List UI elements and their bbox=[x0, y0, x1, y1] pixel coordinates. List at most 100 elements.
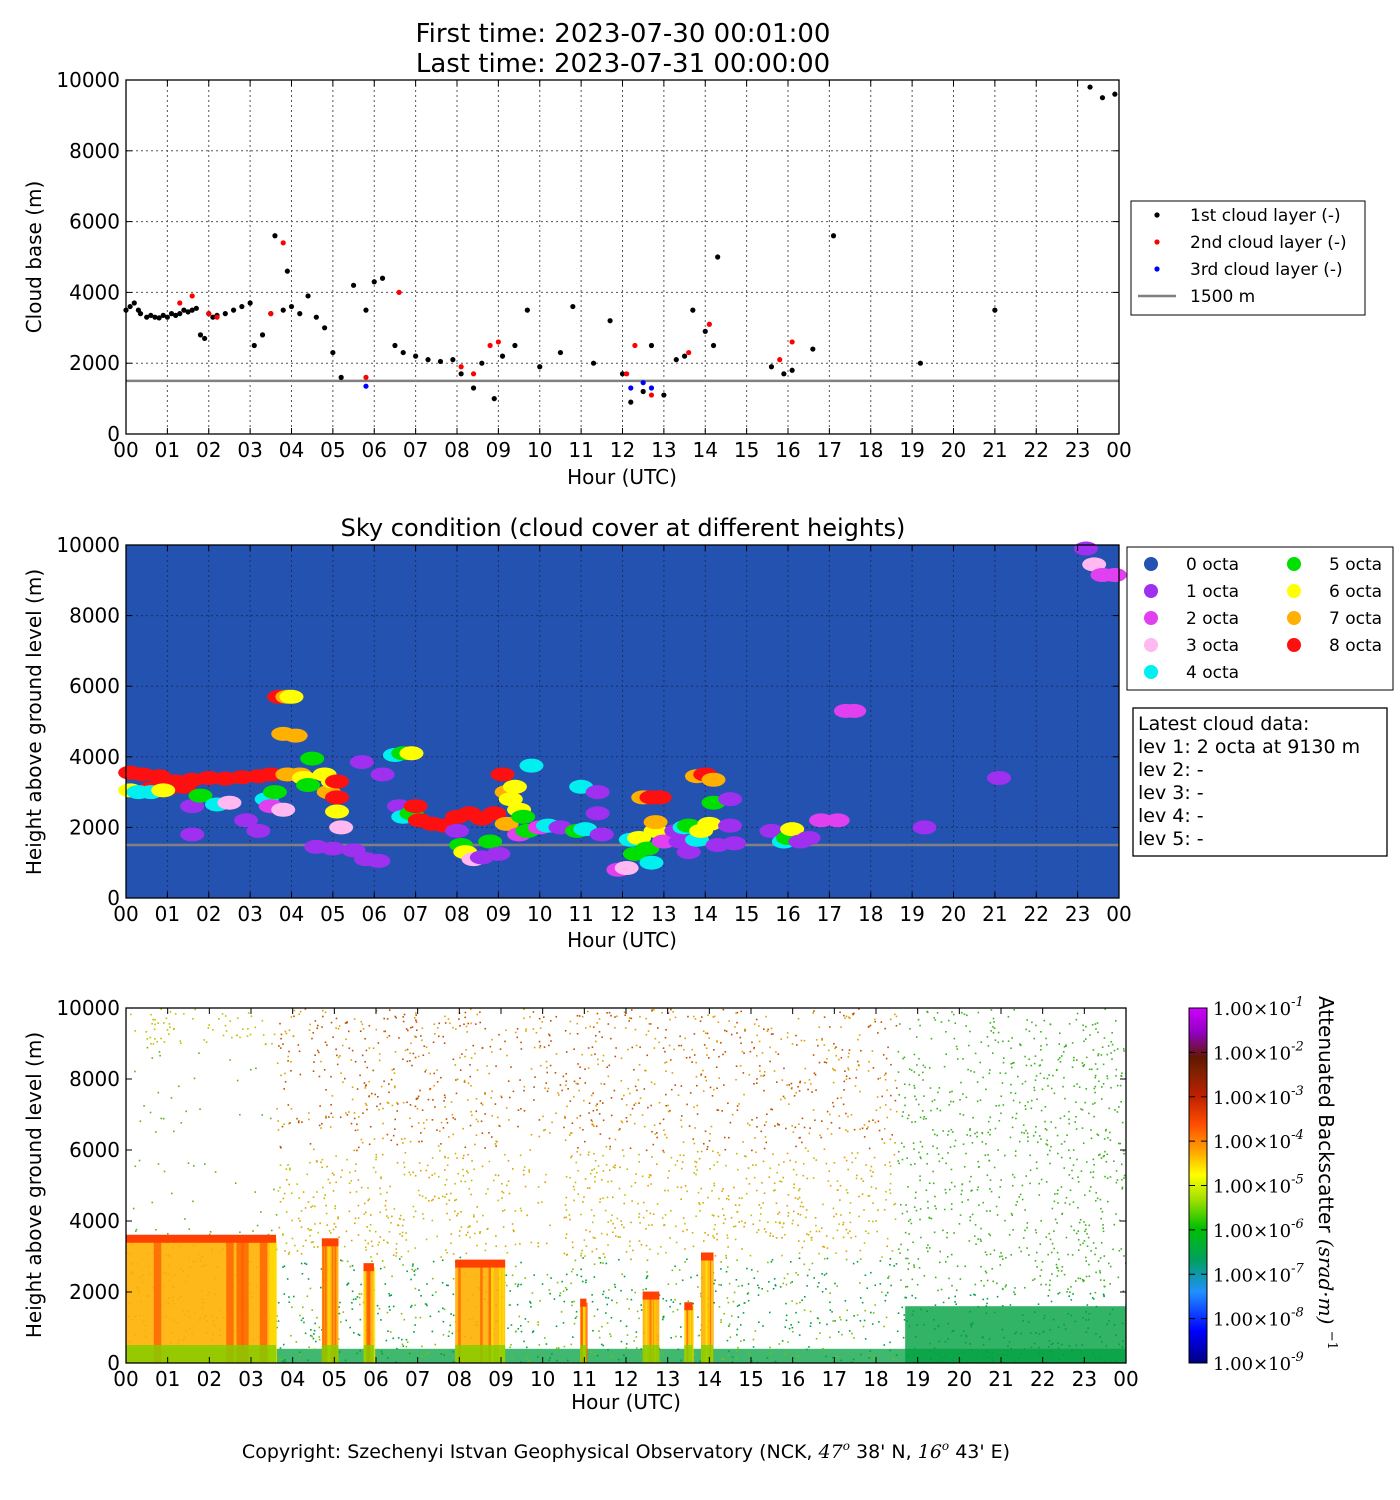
backscatter-noise-dot bbox=[1072, 1149, 1075, 1151]
backscatter-noise-dot bbox=[393, 1072, 396, 1074]
backscatter-noise-dot bbox=[934, 1195, 936, 1198]
backscatter-noise-dot bbox=[486, 1228, 488, 1231]
backscatter-noise-dot bbox=[1094, 1076, 1097, 1079]
backscatter-noise-dot bbox=[985, 1305, 988, 1307]
backscatter-noise-dot bbox=[460, 1180, 462, 1183]
backscatter-noise-dot bbox=[619, 1320, 622, 1322]
backscatter-noise-dot bbox=[833, 1042, 835, 1045]
cloud-streak bbox=[502, 1263, 505, 1363]
backscatter-noise-dot bbox=[1084, 1230, 1086, 1233]
backscatter-noise-dot bbox=[791, 1281, 793, 1283]
backscatter-noise-dot bbox=[149, 1036, 152, 1039]
x-tick-label: 11 bbox=[568, 902, 593, 926]
backscatter-noise-dot bbox=[777, 1053, 780, 1055]
backscatter-noise-dot bbox=[645, 1017, 647, 1020]
backscatter-noise-dot bbox=[799, 1301, 801, 1304]
backscatter-noise-dot bbox=[1092, 1298, 1095, 1300]
backscatter-noise-dot bbox=[1034, 1079, 1037, 1082]
backscatter-noise-dot bbox=[902, 1111, 904, 1113]
backscatter-noise-dot bbox=[528, 1171, 531, 1173]
backscatter-noise-dot bbox=[1075, 1232, 1078, 1235]
backscatter-noise-dot bbox=[505, 1284, 508, 1287]
backscatter-noise-dot bbox=[454, 1064, 457, 1066]
backscatter-noise-dot bbox=[638, 1317, 640, 1320]
backscatter-noise-dot bbox=[593, 1276, 596, 1278]
backscatter-noise-dot bbox=[734, 1225, 737, 1228]
backscatter-noise-dot bbox=[610, 1335, 612, 1338]
backscatter-noise-dot bbox=[839, 1316, 841, 1319]
backscatter-noise-dot bbox=[1030, 1099, 1033, 1102]
backscatter-noise-dot bbox=[888, 1275, 890, 1278]
backscatter-noise-dot bbox=[638, 1153, 640, 1156]
backscatter-noise-dot bbox=[696, 1113, 699, 1115]
backscatter-noise-dot bbox=[609, 1148, 611, 1150]
backscatter-noise-dot bbox=[965, 1096, 968, 1099]
backscatter-noise-dot bbox=[445, 1118, 448, 1120]
backscatter-noise-dot bbox=[387, 1353, 390, 1355]
backscatter-noise-dot bbox=[950, 1208, 953, 1211]
backscatter-noise-dot bbox=[793, 1183, 796, 1186]
backscatter-y-label: Height above ground level (m) bbox=[22, 1032, 46, 1338]
backscatter-noise-dot bbox=[969, 1310, 971, 1313]
backscatter-noise-dot bbox=[693, 1015, 695, 1018]
backscatter-noise-dot bbox=[1026, 1226, 1028, 1229]
backscatter-noise-dot bbox=[601, 1325, 603, 1328]
backscatter-noise-dot bbox=[1071, 1169, 1073, 1172]
backscatter-noise-dot bbox=[480, 1102, 483, 1105]
backscatter-noise-dot bbox=[858, 1215, 860, 1218]
backscatter-noise-dot bbox=[947, 1134, 949, 1136]
backscatter-noise-dot bbox=[895, 1024, 898, 1027]
backscatter-noise-dot bbox=[839, 1011, 841, 1014]
backscatter-noise-dot bbox=[667, 1104, 669, 1107]
backscatter-noise-dot bbox=[1018, 1356, 1020, 1359]
backscatter-noise-dot bbox=[157, 1022, 159, 1024]
backscatter-noise-dot bbox=[1002, 1061, 1005, 1064]
backscatter-noise-dot bbox=[1102, 1063, 1105, 1066]
backscatter-noise-dot bbox=[388, 1009, 391, 1011]
backscatter-noise-dot bbox=[920, 1157, 922, 1160]
backscatter-noise-dot bbox=[426, 1283, 428, 1285]
backscatter-noise-dot bbox=[955, 1045, 958, 1048]
backscatter-noise-dot bbox=[414, 1012, 417, 1014]
backscatter-noise-dot bbox=[279, 1022, 281, 1025]
backscatter-noise-dot bbox=[1123, 1177, 1125, 1179]
backscatter-noise-dot bbox=[1012, 1173, 1014, 1176]
backscatter-noise-dot bbox=[342, 1081, 344, 1083]
backscatter-noise-dot bbox=[1066, 1134, 1068, 1137]
x-tick-label: 03 bbox=[238, 1367, 263, 1391]
backscatter-noise-dot bbox=[830, 1133, 833, 1135]
backscatter-noise-dot bbox=[720, 1268, 722, 1270]
backscatter-noise-dot bbox=[969, 1219, 972, 1222]
backscatter-noise-dot bbox=[798, 1196, 801, 1199]
backscatter-noise-dot bbox=[383, 1030, 385, 1033]
backscatter-noise-dot bbox=[529, 1300, 531, 1303]
backscatter-noise-dot bbox=[848, 1016, 850, 1019]
cloud-base-point bbox=[197, 332, 204, 338]
backscatter-noise-dot bbox=[1106, 1200, 1109, 1203]
backscatter-noise-dot bbox=[290, 1334, 292, 1337]
backscatter-noise-dot bbox=[323, 1068, 326, 1071]
backscatter-noise-dot bbox=[462, 1168, 464, 1171]
cloud-streak bbox=[368, 1267, 371, 1363]
backscatter-noise-dot bbox=[1036, 1141, 1039, 1144]
backscatter-noise-dot bbox=[1012, 1228, 1014, 1231]
backscatter-noise-dot bbox=[463, 1079, 466, 1082]
y-tick-label: 2000 bbox=[69, 815, 120, 839]
backscatter-noise-dot bbox=[664, 1189, 666, 1192]
backscatter-noise-dot bbox=[680, 1115, 683, 1117]
backscatter-noise-dot bbox=[713, 1184, 716, 1187]
backscatter-noise-dot bbox=[812, 1012, 814, 1014]
backscatter-noise-dot bbox=[785, 1283, 788, 1286]
backscatter-noise-dot bbox=[464, 1146, 467, 1149]
backscatter-noise-dot bbox=[394, 1051, 397, 1053]
backscatter-noise-dot bbox=[747, 1283, 750, 1285]
cloud-base-point bbox=[681, 353, 688, 359]
backscatter-noise-dot bbox=[845, 1129, 847, 1131]
backscatter-noise-dot bbox=[1075, 1101, 1077, 1103]
backscatter-noise-dot bbox=[939, 1109, 942, 1112]
backscatter-noise-dot bbox=[288, 1251, 291, 1254]
backscatter-noise-dot bbox=[351, 1049, 354, 1052]
backscatter-noise-dot bbox=[594, 1034, 597, 1037]
backscatter-noise-dot bbox=[399, 1214, 402, 1217]
backscatter-noise-dot bbox=[716, 1040, 718, 1042]
